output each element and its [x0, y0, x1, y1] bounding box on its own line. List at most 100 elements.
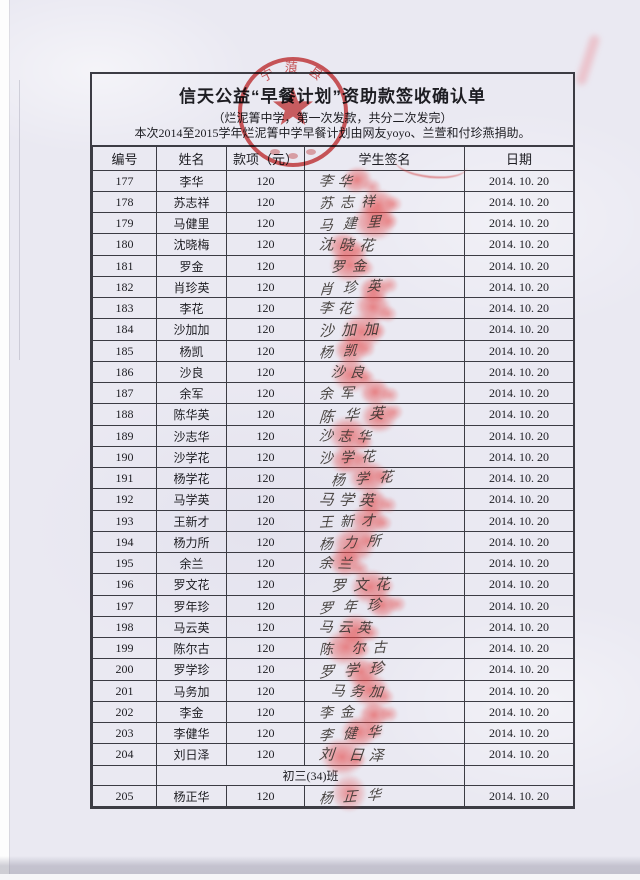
row-id-cell: 181 [92, 255, 157, 277]
signature-handwriting: 杨正华 [318, 786, 392, 808]
amount-cell: 120 [226, 446, 305, 468]
signature-handwriting: 沙良 [330, 364, 370, 382]
row-id-cell: 178 [92, 191, 157, 213]
signature-handwriting: 沙学花 [318, 448, 383, 468]
amount-cell: 120 [226, 552, 305, 574]
date-cell: 2014. 10. 20 [464, 233, 574, 256]
signature-handwriting: 余军 [318, 385, 362, 403]
page-title: 信天公益“早餐计划”资助款签收确认单 [179, 87, 486, 106]
row-id-cell: 202 [92, 701, 157, 723]
date-cell: 2014. 10. 20 [464, 255, 574, 277]
table-row: 193 王新才 120 王新才 2014. 10. 20 [92, 496, 574, 544]
seal-star-icon [273, 87, 313, 125]
amount-cell: 120 [226, 233, 305, 256]
amount-cell: 120 [226, 467, 305, 489]
amount-cell: 120 [226, 573, 305, 596]
signature-cell: 沙良 [304, 348, 465, 402]
table-row: 202 李金 120 李金 2014. 10. 20 [92, 694, 574, 736]
official-seal: 宁蒗县 [238, 57, 348, 167]
table-row: 185 杨凯 120 杨凯 2014. 10. 20 [92, 331, 574, 369]
name-cell: 李花 [156, 297, 227, 319]
date-cell: 2014. 10. 20 [464, 212, 574, 234]
signature-cell: 余军 [304, 373, 465, 411]
table-row: 197 罗年珍 120 罗年珍 2014. 10. 20 [92, 589, 574, 621]
signature-cell: 杨正华 [304, 785, 465, 808]
signature-cell: 王新才 [304, 496, 465, 544]
amount-cell: 120 [226, 340, 305, 362]
row-id-cell: 193 [92, 510, 157, 532]
signature-handwriting: 李华 [318, 173, 358, 191]
header-signature: 学生签名 [304, 146, 465, 171]
name-cell: 沙加加 [156, 318, 227, 341]
subtitle-line2: 本次2014至2015学年烂泥箐中学早餐计划由网友yoyo、兰萱和付珍燕捐助。 [134, 126, 531, 140]
signature-cell: 李花 [304, 282, 465, 332]
signature-handwriting: 杨力所 [318, 532, 392, 554]
date-cell: 2014. 10. 20 [464, 510, 574, 532]
date-cell: 2014. 10. 20 [464, 403, 574, 426]
table-row: 200 罗学珍 120 罗学珍 2014. 10. 20 [92, 654, 574, 690]
amount-cell: 120 [226, 255, 305, 277]
ink-smudge [575, 33, 601, 87]
row-id-cell: 191 [92, 467, 157, 489]
row-id-cell: 188 [92, 403, 157, 426]
name-cell: 李金 [156, 701, 227, 723]
table-row: 199 陈尔古 120 陈 尔古 2014. 10. 20 [92, 619, 574, 675]
table-row: 187 余军 120 余军 2014. 10. 20 [92, 373, 574, 411]
table-row: 203 李健华 120 李健华 2014. 10. 20 [92, 712, 574, 752]
amount-cell: 120 [226, 637, 305, 659]
amount-cell: 120 [226, 276, 305, 298]
date-cell: 2014. 10. 20 [464, 276, 574, 298]
row-id-cell: 204 [92, 743, 157, 766]
signature-handwriting: 李花 [318, 300, 358, 318]
name-cell: 沙学花 [156, 446, 227, 468]
date-cell: 2014. 10. 20 [464, 488, 574, 511]
name-cell: 余兰 [156, 552, 227, 574]
signature-handwriting: 李金 [318, 704, 362, 722]
signature-cell: 陈华英 [304, 396, 465, 438]
name-cell: 罗文花 [156, 573, 227, 596]
name-cell: 沙良 [156, 361, 227, 383]
row-id-cell: 196 [92, 573, 157, 596]
signature-handwriting: 马务加 [330, 683, 389, 701]
scan-edge-bottom [0, 874, 640, 880]
name-cell: 陈华英 [156, 403, 227, 426]
name-cell: 陈尔古 [156, 637, 227, 659]
table-row: 179 马健里 120 马建里 2014. 10. 20 [92, 197, 574, 247]
table-row: 198 马云英 120 马云英 2014. 10. 20 [92, 606, 574, 654]
amount-cell: 120 [226, 680, 305, 702]
amount-cell: 120 [226, 425, 305, 447]
date-cell: 2014. 10. 20 [464, 658, 574, 681]
name-cell: 沙志华 [156, 425, 227, 447]
name-cell: 马学英 [156, 488, 227, 511]
signature-cell: 罗金 [304, 241, 465, 289]
amount-cell: 120 [226, 510, 305, 532]
table-row: 205 杨正华 120 杨正华 2014. 10. 20 [92, 785, 574, 808]
amount-cell: 120 [226, 191, 305, 213]
signature-cell: 罗文花 [304, 561, 465, 613]
row-id-cell: 186 [92, 361, 157, 383]
paper-crease [19, 80, 20, 360]
date-cell: 2014. 10. 20 [464, 425, 574, 447]
row-id-cell: 189 [92, 425, 157, 447]
name-cell: 刘日泽 [156, 743, 227, 766]
row-id-cell: 203 [92, 722, 157, 744]
row-id-cell: 195 [92, 552, 157, 574]
date-cell: 2014. 10. 20 [464, 595, 574, 617]
date-cell: 2014. 10. 20 [464, 785, 574, 807]
date-cell: 2014. 10. 20 [464, 531, 574, 553]
seal-ring [238, 57, 348, 167]
header-name: 姓名 [156, 146, 227, 171]
signature-cell: 陈 尔古 [304, 619, 465, 675]
date-cell: 2014. 10. 20 [464, 637, 574, 659]
date-cell: 2014. 10. 20 [464, 552, 574, 574]
table-row: 183 李花 120 李花 2014. 10. 20 [92, 282, 574, 332]
signature-handwriting: 杨学花 [330, 468, 404, 490]
date-cell: 2014. 10. 20 [464, 340, 574, 362]
class-note-cell: 初三(34)班 [156, 765, 465, 786]
row-id-cell: 201 [92, 680, 157, 702]
signature-cell: 李健华 [304, 712, 465, 752]
signature-cell: 罗学珍 [304, 654, 465, 690]
amount-cell: 120 [226, 212, 305, 234]
date-cell: 2014. 10. 20 [464, 361, 574, 383]
